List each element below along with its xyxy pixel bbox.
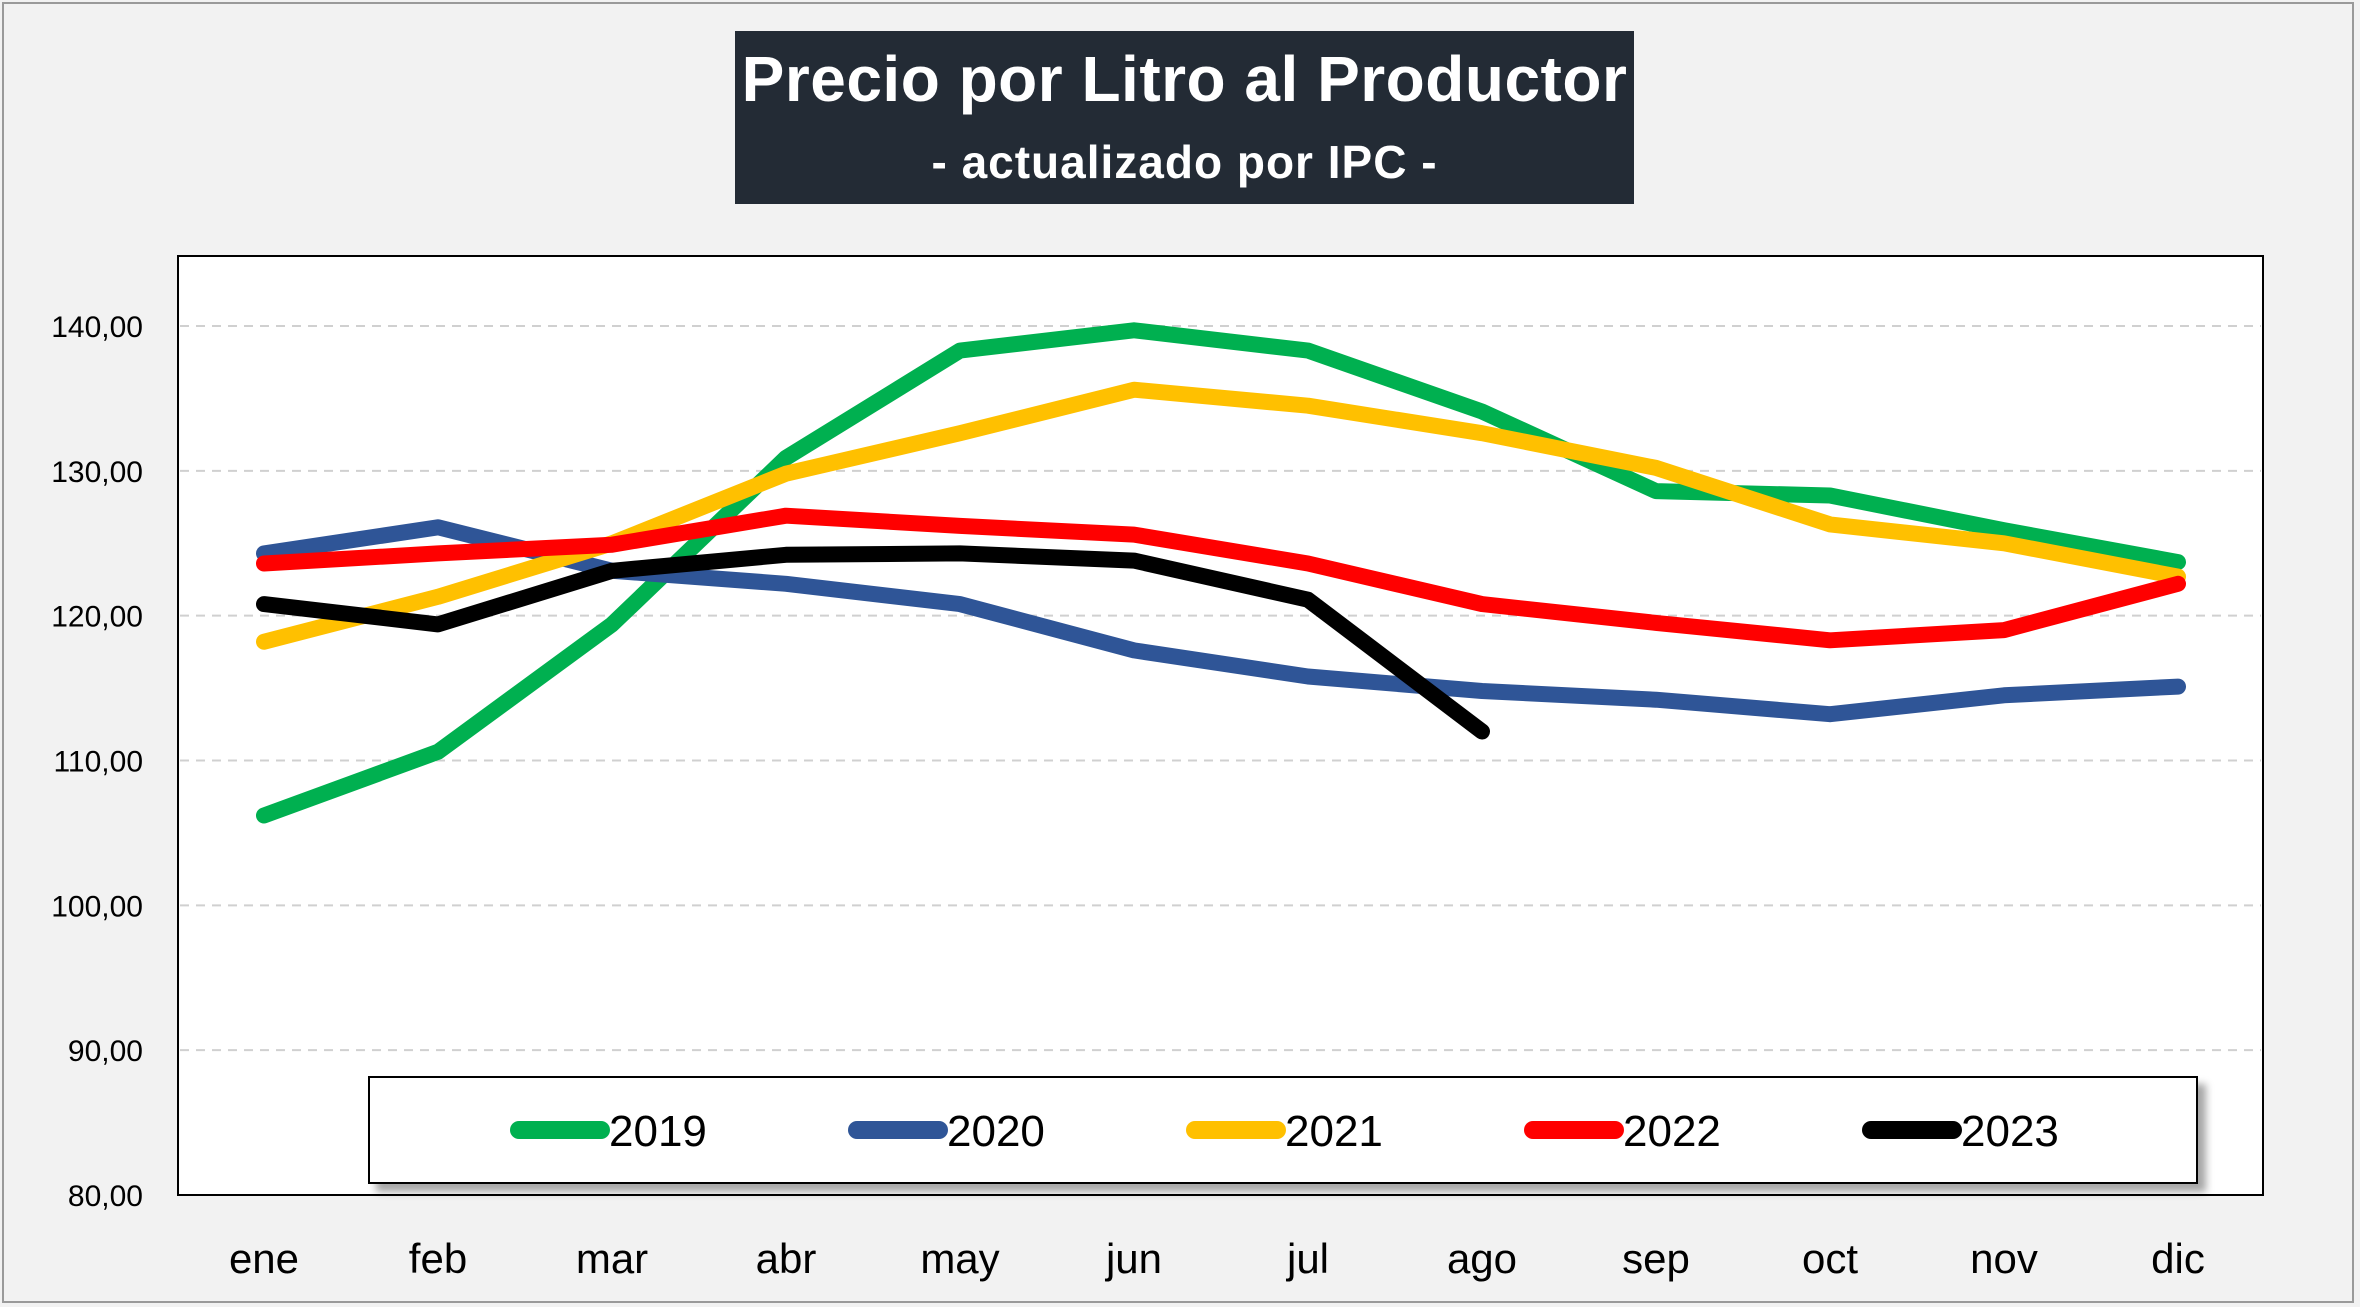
y-tick-label: 100,00 [51,890,143,923]
x-tick-label: sep [1622,1235,1690,1282]
chart-subtitle: - actualizado por IPC - [931,136,1438,188]
x-axis-ticks: ene feb mar abr may jun jul ago sep oct nov dic [229,1235,2205,1282]
legend-label-2019: 2019 [609,1107,707,1156]
chart-title: Precio por Litro al Productor [741,43,1628,115]
series-line-2019 [256,322,2186,824]
gridlines [180,325,2261,1052]
plot-area [177,255,2264,1196]
x-tick-label: ene [229,1235,299,1282]
legend-label-2022: 2022 [1623,1107,1721,1156]
x-tick-label: abr [756,1235,817,1282]
x-tick-label: ago [1447,1235,1517,1282]
legend-label-2023: 2023 [1961,1107,2059,1156]
y-tick-label: 110,00 [53,746,143,779]
x-tick-label: oct [1802,1235,1858,1282]
title-box: Precio por Litro al Productor - actualiz… [735,31,1634,204]
x-tick-label: jul [1285,1235,1329,1282]
x-tick-label: mar [576,1235,648,1282]
y-tick-label: 130,00 [51,456,143,489]
y-axis-ticks: 80,00 90,00 100,00 110,00 120,00 130,00 140,00 [51,311,143,1213]
series-line-2023 [256,545,1490,740]
x-tick-label: jun [1104,1235,1162,1282]
y-tick-label: 140,00 [51,311,143,344]
legend: 2019 2020 2021 2022 2023 [368,1076,2198,1184]
x-tick-label: dic [2151,1235,2205,1282]
legend-label-2021: 2021 [1285,1107,1383,1156]
legend-label-2020: 2020 [947,1107,1045,1156]
series-line-2022 [256,507,2186,649]
series-lines [256,322,2186,824]
x-tick-label: feb [409,1235,467,1282]
series-line-2020 [256,519,2186,723]
y-tick-label: 80,00 [68,1180,143,1213]
y-tick-label: 90,00 [68,1035,143,1068]
x-tick-label: nov [1970,1235,2038,1282]
x-tick-label: may [920,1235,999,1282]
y-tick-label: 120,00 [51,601,143,634]
